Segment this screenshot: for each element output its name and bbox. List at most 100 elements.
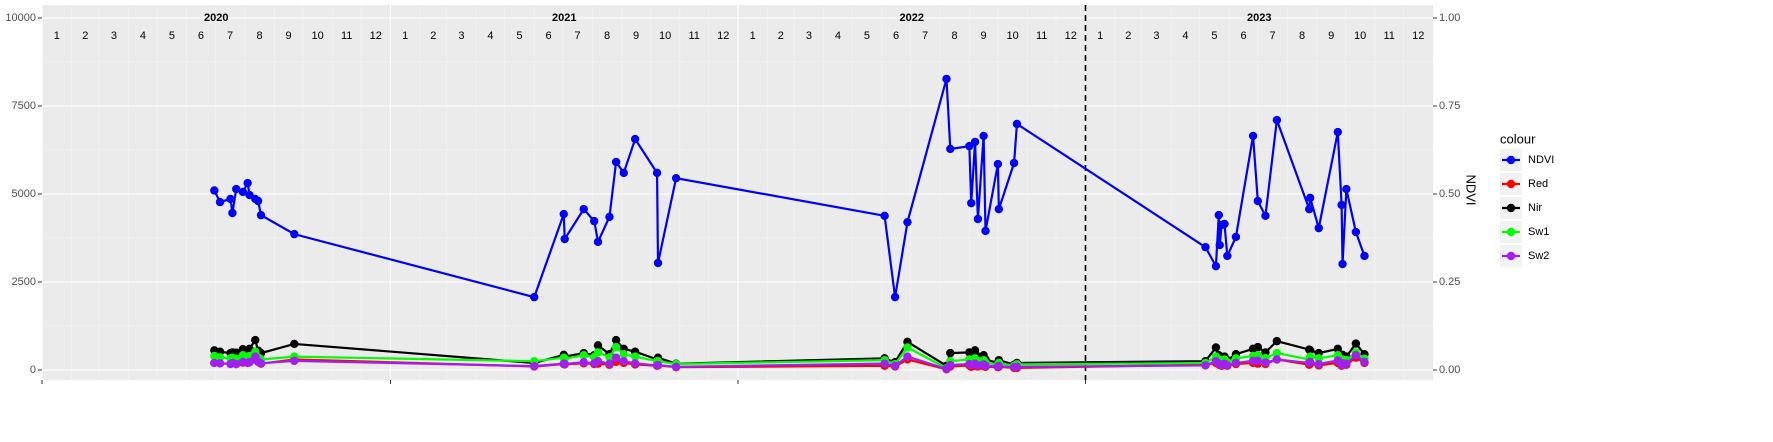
data-point: [1248, 131, 1258, 141]
data-point: [994, 204, 1004, 214]
data-point: [671, 362, 681, 372]
data-point: [215, 353, 225, 362]
month-label: 7: [922, 30, 928, 42]
data-point: [1272, 355, 1282, 364]
data-point: [1214, 210, 1223, 220]
data-point: [1305, 204, 1314, 214]
month-label: 4: [487, 30, 493, 42]
data-point: [579, 204, 588, 214]
month-label: 10: [659, 30, 671, 42]
month-label: 4: [140, 30, 146, 42]
y-tick-label: 5000: [12, 188, 36, 200]
data-point: [1342, 184, 1351, 194]
data-point: [1231, 358, 1241, 368]
month-label: 5: [1211, 30, 1217, 42]
data-point: [903, 352, 912, 361]
data-point: [981, 226, 990, 236]
data-point: [1009, 158, 1019, 168]
data-point: [1351, 351, 1361, 360]
data-point: [1012, 119, 1022, 129]
data-point: [946, 144, 955, 154]
month-label: 12: [370, 30, 382, 42]
data-point: [1012, 362, 1022, 372]
y-tick-label: 0: [30, 364, 36, 376]
month-label: 10: [312, 30, 324, 42]
data-point: [1253, 356, 1263, 366]
data-point: [605, 353, 614, 362]
month-label: 3: [806, 30, 812, 42]
year-label: 2022: [899, 12, 923, 24]
month-label: 1: [54, 30, 60, 42]
month-label: 2: [430, 30, 436, 42]
data-point: [1261, 211, 1270, 221]
data-point: [1253, 342, 1263, 352]
month-label: 12: [1412, 30, 1424, 42]
month-label: 3: [111, 30, 117, 42]
data-point: [890, 361, 900, 370]
data-point: [1223, 251, 1232, 261]
data-point: [981, 361, 990, 370]
data-point: [232, 184, 241, 194]
data-point: [215, 359, 225, 368]
month-label: 12: [1065, 30, 1077, 42]
data-point: [1351, 339, 1361, 348]
data-point: [630, 134, 640, 144]
data-point: [1333, 127, 1342, 137]
data-point: [653, 258, 663, 268]
legend-label: Red: [1528, 178, 1548, 190]
y-tick-label: 2500: [12, 276, 36, 288]
data-point: [1272, 115, 1282, 125]
month-label: 10: [1354, 30, 1366, 42]
year-label: 2023: [1247, 12, 1271, 24]
data-point: [611, 353, 621, 362]
month-label: 8: [1299, 30, 1305, 42]
month-label: 2: [82, 30, 88, 42]
legend-point: [1506, 179, 1516, 189]
month-label: 10: [1007, 30, 1019, 42]
legend-label: Sw1: [1528, 226, 1549, 238]
data-point: [290, 356, 299, 366]
month-label: 11: [688, 30, 699, 42]
data-point: [619, 168, 628, 178]
data-point: [1314, 359, 1323, 369]
data-point: [619, 357, 628, 366]
month-label: 5: [169, 30, 175, 42]
y2-tick-label: 0.25: [1439, 276, 1460, 288]
data-point: [579, 351, 588, 360]
data-point: [1360, 251, 1369, 261]
data-point: [630, 359, 640, 368]
data-point: [1314, 223, 1323, 233]
data-point: [1305, 346, 1315, 355]
data-point: [256, 359, 266, 368]
data-point: [1305, 193, 1315, 203]
legend-point: [1506, 251, 1516, 261]
month-label: 12: [717, 30, 729, 42]
data-point: [1333, 344, 1342, 354]
legend-label: NDVI: [1528, 154, 1554, 166]
month-label: 8: [604, 30, 610, 42]
legend-title: colour: [1500, 131, 1536, 146]
data-point: [290, 229, 299, 239]
data-point: [903, 217, 912, 227]
data-point: [228, 208, 237, 218]
month-label: 6: [893, 30, 899, 42]
data-point: [605, 212, 614, 222]
month-label: 8: [256, 30, 262, 42]
month-label: 1: [402, 30, 408, 42]
data-point: [903, 343, 912, 352]
data-point: [970, 137, 980, 147]
month-label: 6: [1240, 30, 1246, 42]
data-point: [1337, 200, 1346, 210]
month-label: 2: [1125, 30, 1131, 42]
data-point: [593, 237, 603, 247]
data-point: [530, 292, 539, 302]
data-point: [1231, 232, 1241, 242]
month-label: 3: [1153, 30, 1159, 42]
data-point: [1272, 348, 1282, 358]
month-label: 2: [778, 30, 784, 42]
data-point: [559, 209, 568, 219]
data-point: [1253, 196, 1263, 206]
data-point: [253, 196, 263, 206]
y-tick-label: 10000: [5, 12, 36, 24]
month-label: 9: [1328, 30, 1334, 42]
